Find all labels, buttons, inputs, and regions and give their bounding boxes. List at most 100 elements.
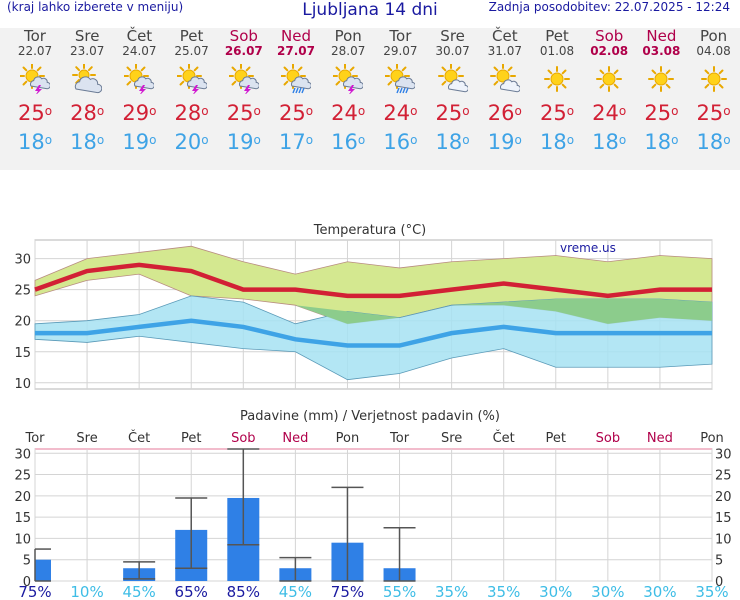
precipitation-day-label: Pon xyxy=(700,431,724,446)
day-date: 26.07 xyxy=(224,44,263,58)
day-column: Čet 31.07 26o 19o xyxy=(479,27,531,154)
day-column: Pet 01.08 25o 18o xyxy=(531,28,583,154)
max-temperature: 25o xyxy=(539,101,575,125)
min-temperature: 19o xyxy=(226,130,261,154)
watermark: vreme.us xyxy=(560,241,616,255)
precipitation-day-label: Čet xyxy=(493,430,515,446)
precipitation-probability-label: 65% xyxy=(175,583,208,600)
temperature-y-tick: 20 xyxy=(14,315,31,330)
max-temperature: 24o xyxy=(592,101,627,125)
max-temperature: 25o xyxy=(435,101,470,125)
temperature-y-tick: 15 xyxy=(14,346,31,361)
precipitation-plot-area xyxy=(34,448,713,582)
precipitation-y-tick-right: 20 xyxy=(715,490,732,505)
day-name: Sob xyxy=(595,27,624,45)
min-temperature: 16o xyxy=(331,130,366,154)
min-temperature: 19o xyxy=(487,130,522,154)
precipitation-probability-label: 35% xyxy=(695,583,728,600)
day-column: Pon 28.07 24o 16o xyxy=(322,28,374,154)
temperature-chart-title: Temperatura (°C) xyxy=(313,223,426,238)
day-date: 28.07 xyxy=(331,44,366,58)
sun-cloud-thunder-icon xyxy=(228,64,259,94)
sun-cloud-thunder-icon xyxy=(176,64,207,94)
menu-hint-link[interactable]: (kraj lahko izberete v meniju) xyxy=(7,0,184,14)
max-temperature: 25o xyxy=(17,101,53,125)
day-column: Sre 23.07 28o 18o xyxy=(61,28,113,154)
precipitation-y-tick-right: 30 xyxy=(715,447,732,462)
min-temperature: 18o xyxy=(539,130,575,154)
min-temperature: 18o xyxy=(592,130,627,154)
day-date: 23.07 xyxy=(70,44,105,58)
max-temperature: 24o xyxy=(331,101,366,125)
min-temperature: 17o xyxy=(278,130,314,154)
precipitation-bar xyxy=(35,559,51,581)
min-temperature: 16o xyxy=(383,130,418,154)
day-date: 04.08 xyxy=(696,44,731,58)
precipitation-probability-label: 35% xyxy=(487,583,520,600)
max-temperature: 29o xyxy=(122,101,157,125)
precipitation-day-label: Sre xyxy=(441,431,462,446)
precipitation-y-tick-left: 10 xyxy=(14,532,31,547)
precipitation-probability-label: 30% xyxy=(643,583,676,600)
sun-small-cloud-icon xyxy=(437,64,468,93)
min-temperature: 18o xyxy=(696,130,731,154)
day-column: Ned 27.07 25o 17o xyxy=(270,27,322,154)
daily-forecast-strip: Tor 22.07 25o 18o Sre 23.07 28o 18o Čet 24.07 29o 1… xyxy=(0,28,740,170)
sun-cloud-rain-icon xyxy=(281,64,311,94)
day-name: Tor xyxy=(389,27,412,45)
day-column: Pon 04.08 25o 18o xyxy=(688,28,740,154)
day-date: 29.07 xyxy=(383,44,418,58)
day-column: Ned 03.08 25o 18o xyxy=(635,27,687,154)
max-temperature: 25o xyxy=(644,101,679,125)
day-name: Čet xyxy=(492,27,518,45)
sun-icon xyxy=(700,66,727,92)
min-temperature-line xyxy=(35,318,712,348)
day-column: Sob 02.08 24o 18o xyxy=(583,27,635,154)
day-column: Tor 22.07 25o 18o xyxy=(9,28,61,154)
precipitation-probability-label: 10% xyxy=(70,583,103,600)
last-update-label: Zadnja posodobitev: 22.07.2025 - 12:24 xyxy=(488,0,730,14)
max-temperature: 25o xyxy=(278,101,314,125)
sun-icon xyxy=(596,66,623,92)
max-temperature-line xyxy=(34,262,712,299)
precipitation-probability-label: 30% xyxy=(539,583,572,600)
precipitation-y-tick-left: 20 xyxy=(14,490,31,505)
temperature-y-tick: 25 xyxy=(14,284,31,299)
max-temperature: 24o xyxy=(383,101,418,125)
day-date: 25.07 xyxy=(174,44,209,58)
precipitation-y-tick-right: 5 xyxy=(715,554,723,569)
min-temperature: 20o xyxy=(174,130,209,154)
min-temperature: 18o xyxy=(435,130,470,154)
top-header: (kraj lahko izberete v meniju) Ljubljana… xyxy=(0,0,740,20)
precipitation-probability-label: 45% xyxy=(279,583,312,600)
precipitation-y-tick-right: 0 xyxy=(715,575,723,590)
precipitation-day-label: Pet xyxy=(546,431,566,446)
sun-behind-clouds-icon xyxy=(72,64,103,94)
precipitation-day-label: Tor xyxy=(389,431,410,446)
day-date: 30.07 xyxy=(435,44,470,58)
day-column: Pet 25.07 28o 20o xyxy=(166,28,218,154)
day-name: Sob xyxy=(229,27,258,45)
day-date: 24.07 xyxy=(122,44,157,58)
sun-cloud-rain-icon xyxy=(385,64,416,94)
day-date: 27.07 xyxy=(277,44,315,58)
max-temperature: 26o xyxy=(487,101,522,125)
day-column: Sob 26.07 25o 19o xyxy=(218,27,270,154)
min-temperature: 18o xyxy=(70,130,105,154)
precipitation-probability-label: 75% xyxy=(18,583,51,600)
precipitation-day-label: Sre xyxy=(76,431,97,446)
day-name: Ned xyxy=(281,27,311,45)
forecast-charts: Temperatura (°C) 10 15 20 25 30 vreme.us Padavi… xyxy=(14,223,732,600)
sun-cloud-thunder-icon xyxy=(20,64,50,94)
precipitation-day-label: Sob xyxy=(231,431,255,446)
precipitation-probability-label: 75% xyxy=(331,583,364,600)
temperature-y-tick: 30 xyxy=(14,253,31,268)
precipitation-y-tick-left: 30 xyxy=(14,447,31,462)
precipitation-y-tick-left: 5 xyxy=(23,554,31,569)
day-date: 22.07 xyxy=(17,44,53,58)
day-name: Ned xyxy=(646,27,677,45)
precipitation-day-label: Čet xyxy=(128,430,150,446)
min-temperature: 18o xyxy=(17,130,53,154)
precipitation-probability-label: 55% xyxy=(383,583,416,600)
precipitation-day-label: Tor xyxy=(24,431,45,446)
